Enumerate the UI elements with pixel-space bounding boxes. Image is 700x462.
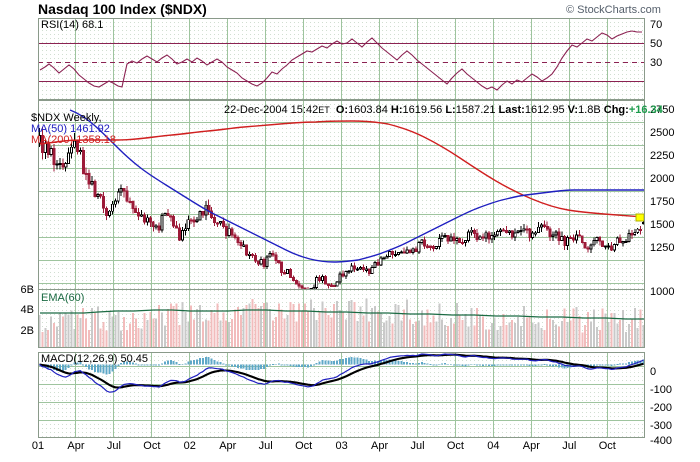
x-axis-tick-jul-2: Jul (106, 440, 121, 452)
price-panel (38, 100, 645, 290)
price-ytick-2250: 2250 (650, 150, 675, 162)
ma50-caption: MA(50) 1461.92 (31, 123, 110, 135)
quote-timezone: ET (318, 105, 330, 115)
quote-open: 1603.84 (348, 104, 388, 116)
rsi-ytick-70: 70 (650, 19, 663, 31)
x-axis-tick-jul-6: Jul (258, 440, 273, 452)
quote-change-label: Chg: (603, 104, 629, 116)
volume-ytick-6b: 6B (20, 284, 34, 296)
macd-ytick-n100: -100 (650, 384, 673, 396)
x-axis-tick-apr-13: Apr (522, 440, 540, 452)
price-ytick-1750: 1750 (650, 196, 675, 208)
brand-label: StockCharts.com (577, 4, 661, 16)
rsi-ytick-50: 50 (650, 38, 663, 50)
rsi-ytick-30: 30 (650, 57, 663, 69)
x-axis-tick-03-8: 03 (335, 440, 348, 452)
rsi-chart-svg (38, 18, 645, 100)
macd-ytick-0: 0 (650, 366, 657, 378)
x-axis-tick-oct-3: Oct (143, 440, 161, 452)
price-ytick-2000: 2000 (650, 173, 675, 185)
volume-ytick-4b: 4B (20, 304, 34, 316)
rsi-panel (38, 18, 645, 100)
price-ytick-2750: 2750 (650, 104, 675, 116)
x-axis-tick-apr-5: Apr (219, 440, 237, 452)
price-ytick-1250: 1250 (650, 242, 675, 254)
price-ytick-1500: 1500 (650, 219, 675, 231)
last-price-marker (635, 213, 645, 222)
volume-panel (38, 290, 645, 348)
quote-volume-label: V: (567, 104, 579, 116)
x-axis-tick-jul-14: Jul (562, 440, 577, 452)
macd-ytick-n300: -300 (650, 420, 673, 432)
quote-high: 1619.56 (402, 104, 443, 116)
quote-bar: 22-Dec-2004 15:42ET O:1603.84 H:1619.56 … (224, 104, 663, 116)
rsi-caption: RSI(14) 68.1 (41, 19, 104, 31)
price-caption: $NDX Weekly, (31, 112, 102, 124)
macd-ytick-n400: -400 (650, 435, 673, 447)
x-axis-tick-oct-7: Oct (295, 440, 313, 452)
volume-plot-area (38, 290, 645, 348)
price-chart-svg (38, 100, 645, 290)
x-axis-tick-oct-15: Oct (598, 440, 616, 452)
x-axis-tick-01-0: 01 (31, 440, 45, 452)
ma200-caption: MA(200) 1358.18 (31, 134, 116, 146)
quote-date: 22-Dec-2004 (224, 104, 288, 116)
copyright-icon: © (566, 4, 575, 16)
macd-plot-area (38, 352, 645, 438)
x-axis-tick-apr-9: Apr (370, 440, 389, 452)
page-title: Nasdaq 100 Index ($NDX) (38, 1, 207, 17)
price-ytick-1000: 1000 (650, 286, 675, 298)
x-axis-tick-02-4: 02 (183, 440, 196, 452)
volume-ytick-2b: 2B (20, 325, 34, 337)
stockcharts-watermark: © StockCharts.com (566, 4, 661, 16)
macd-caption: MACD(12,26,9) 50.45 (41, 353, 148, 365)
x-axis-tick-jul-10: Jul (410, 440, 425, 452)
quote-volume: 1.8B (578, 104, 601, 116)
quote-open-label: O: (335, 104, 349, 116)
quote-time: 15:42 (290, 104, 319, 116)
ema60-caption: EMA(60) (41, 292, 85, 304)
quote-high-label: H: (390, 104, 403, 116)
x-axis-tick-04-12: 04 (487, 440, 500, 452)
quote-low-label: L: (445, 104, 456, 116)
macd-ytick-n200: -200 (650, 402, 673, 414)
x-axis-tick-oct-11: Oct (446, 440, 464, 452)
quote-last-label: Last: (498, 104, 525, 116)
quote-change: +16.34 (628, 104, 663, 116)
price-plot-area (38, 100, 645, 290)
quote-low: 1587.21 (455, 104, 496, 116)
volume-chart-svg (38, 290, 645, 348)
x-axis-tick-apr-1: Apr (67, 440, 85, 452)
price-ytick-2500: 2500 (650, 127, 675, 139)
quote-last: 1612.95 (524, 104, 565, 116)
macd-panel (38, 352, 645, 438)
rsi-plot-area (38, 18, 645, 100)
